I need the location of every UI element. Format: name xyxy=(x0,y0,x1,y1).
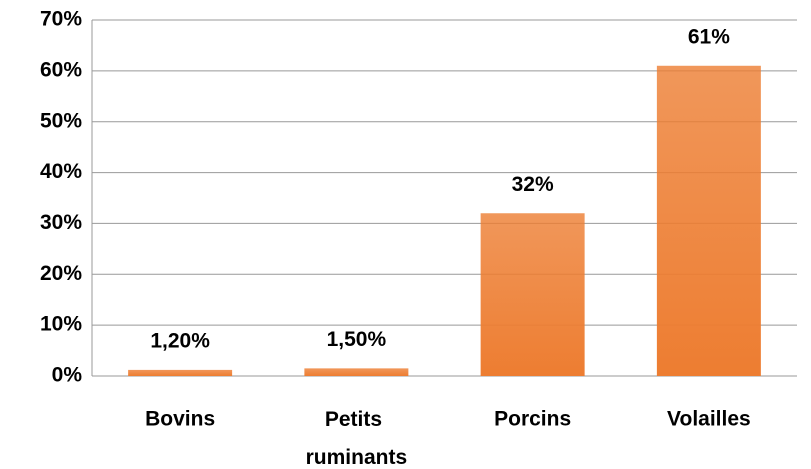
value-label: 61% xyxy=(688,25,730,48)
y-tick-label: 10% xyxy=(40,313,82,336)
y-tick-label: 60% xyxy=(40,58,82,81)
y-tick-label: 50% xyxy=(40,109,82,132)
x-tick-label: Volailles xyxy=(667,408,751,431)
y-tick-label: 70% xyxy=(40,8,82,31)
x-tick-label: Porcins xyxy=(494,408,571,431)
y-tick-label: 30% xyxy=(40,211,82,234)
value-label: 1,20% xyxy=(150,329,210,352)
value-label: 1,50% xyxy=(327,328,387,351)
bar xyxy=(304,368,409,376)
value-label: 32% xyxy=(512,173,554,196)
bar xyxy=(128,369,233,376)
y-tick-label: 0% xyxy=(52,364,83,387)
x-tick-label: Bovins xyxy=(145,408,215,431)
y-tick-label: 20% xyxy=(40,262,82,285)
bar xyxy=(656,65,761,377)
y-tick-label: 40% xyxy=(40,160,82,183)
x-tick-label: Petits ruminants xyxy=(306,408,408,469)
bar xyxy=(480,213,585,376)
